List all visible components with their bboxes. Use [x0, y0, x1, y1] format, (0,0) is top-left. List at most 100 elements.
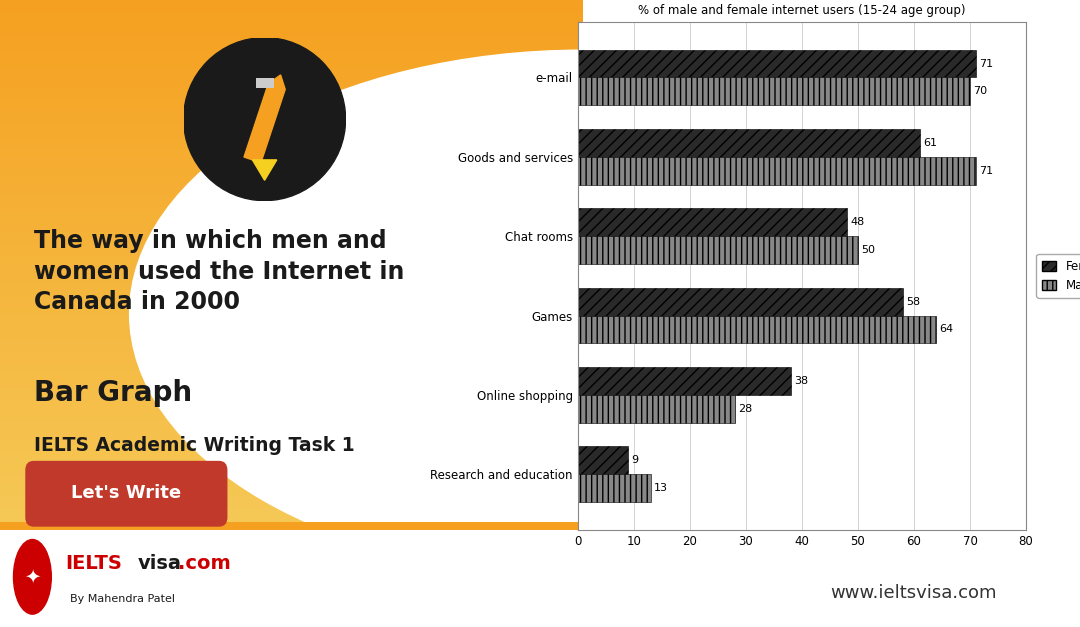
Bar: [0, 608, 583, 614]
Bar: [0, 188, 583, 194]
Bar: [0, 433, 583, 439]
Bar: [0, 533, 583, 539]
Bar: [0, 125, 583, 132]
Bar: [0, 138, 583, 144]
Bar: [0, 176, 583, 182]
Bar: [578, 208, 847, 236]
Bar: [0, 477, 583, 483]
Bar: [0, 514, 583, 520]
Bar: [0, 157, 583, 163]
Bar: [578, 395, 734, 423]
Bar: [0, 614, 583, 621]
Bar: [578, 446, 629, 474]
Legend: Female, Males: Female, Males: [1037, 254, 1080, 298]
Bar: [0, 596, 583, 602]
Bar: [0, 357, 583, 364]
Bar: [0, 107, 583, 113]
Bar: [0, 13, 583, 19]
Bar: [0, 395, 583, 401]
Bar: [0, 364, 583, 370]
Bar: [0, 6, 583, 13]
Bar: [0, 82, 583, 88]
Bar: [0, 201, 583, 207]
Bar: [0, 589, 583, 596]
Bar: [0, 207, 583, 213]
Bar: [0, 213, 583, 219]
Bar: [0, 583, 583, 589]
Bar: [0, 307, 583, 314]
Bar: [0, 194, 583, 201]
Bar: [0, 301, 583, 307]
Bar: [0, 483, 583, 489]
Bar: [0, 282, 583, 288]
Bar: [0, 232, 583, 238]
Bar: [0, 94, 583, 100]
Bar: [0, 113, 583, 119]
Text: 13: 13: [654, 483, 669, 493]
FancyArrow shape: [244, 75, 285, 163]
Text: 50: 50: [861, 245, 875, 255]
Bar: [0, 545, 583, 552]
Bar: [0, 270, 583, 276]
Text: 9: 9: [632, 455, 638, 465]
Bar: [578, 474, 650, 502]
Bar: [0, 389, 583, 395]
Bar: [0, 552, 583, 558]
Bar: [0, 0, 583, 6]
Bar: [0, 295, 583, 301]
Bar: [0, 31, 583, 38]
Text: The way in which men and
women used the Internet in
Canada in 2000: The way in which men and women used the …: [33, 229, 404, 314]
Text: .com: .com: [178, 554, 231, 573]
Bar: [0, 414, 583, 420]
Bar: [0, 464, 583, 470]
Bar: [0, 132, 583, 138]
Bar: [0, 88, 583, 94]
Text: Let's Write: Let's Write: [71, 485, 181, 502]
Polygon shape: [253, 160, 276, 181]
Text: 38: 38: [794, 376, 808, 386]
Bar: [0, 522, 583, 530]
Bar: [0, 602, 583, 608]
Bar: [0, 539, 583, 545]
Bar: [0, 339, 583, 345]
Bar: [578, 129, 919, 157]
Bar: [0, 376, 583, 382]
Text: 58: 58: [906, 297, 920, 307]
Bar: [0, 163, 583, 169]
Bar: [0, 382, 583, 389]
Bar: [0, 564, 583, 571]
Title: % of male and female internet users (15-24 age group): % of male and female internet users (15-…: [638, 4, 966, 16]
Bar: [0, 226, 583, 232]
Bar: [0, 263, 583, 270]
Bar: [0, 326, 583, 332]
Circle shape: [130, 50, 1037, 577]
Bar: [0, 314, 583, 320]
Bar: [0, 56, 583, 63]
Bar: [0, 351, 583, 357]
Bar: [0, 38, 583, 44]
Bar: [0, 25, 583, 31]
Bar: [0, 219, 583, 226]
Text: IELTS: IELTS: [65, 554, 122, 573]
Bar: [578, 288, 903, 315]
Text: By Mahendra Patel: By Mahendra Patel: [70, 594, 175, 604]
Bar: [0, 439, 583, 445]
Bar: [0, 577, 583, 583]
Bar: [0, 527, 583, 533]
Bar: [0, 520, 583, 527]
Bar: [578, 315, 936, 344]
Bar: [0, 445, 583, 451]
Text: IELTS Academic Writing Task 1: IELTS Academic Writing Task 1: [33, 436, 354, 455]
Bar: [578, 50, 975, 78]
Bar: [0, 508, 583, 514]
Bar: [0, 182, 583, 188]
Bar: [0, 530, 1080, 627]
Bar: [256, 78, 273, 88]
Bar: [0, 44, 583, 50]
Bar: [0, 75, 583, 82]
Bar: [0, 144, 583, 150]
Bar: [0, 251, 583, 257]
Bar: [0, 345, 583, 351]
Bar: [0, 451, 583, 458]
Bar: [0, 332, 583, 339]
